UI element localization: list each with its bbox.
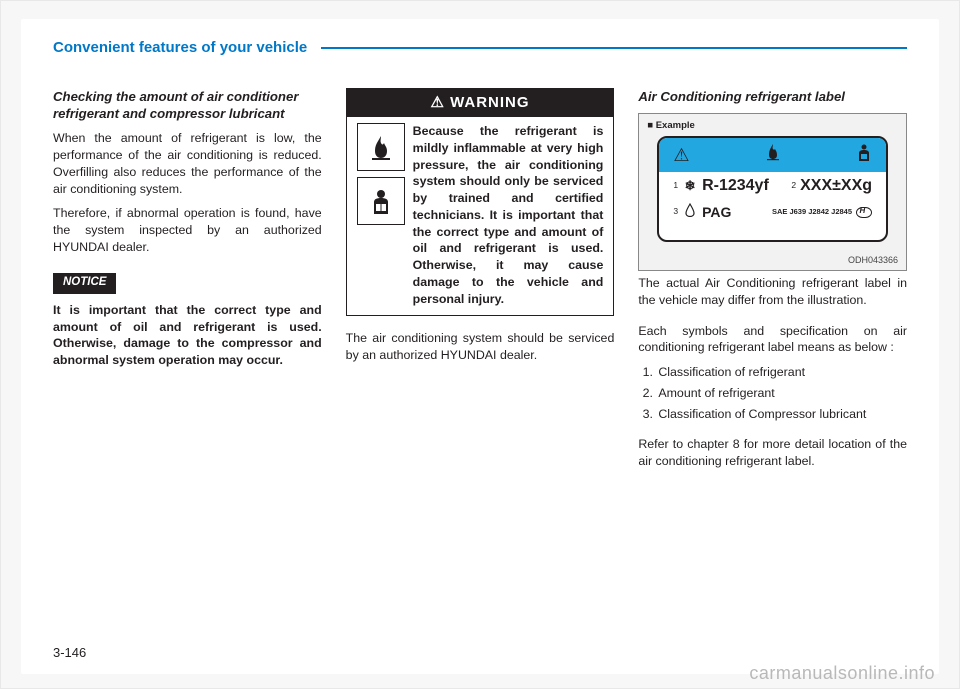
header-rule <box>321 47 907 49</box>
col3-p3: Refer to chapter 8 for more detail locat… <box>638 436 907 469</box>
label-card-mid-row: 1 ❄ R-1234yf 2 XXX±XXg <box>659 172 886 200</box>
snowflake-icon: ❄ <box>682 177 698 195</box>
content-columns: Checking the amount of air conditioner r… <box>53 88 907 641</box>
label-card-bottom-row: 3 PAG SAE J639 J2842 J2845 <box>659 200 886 225</box>
warning-label: WARNING <box>450 94 530 111</box>
hyundai-logo-icon <box>856 207 872 218</box>
read-manual-small-icon <box>856 143 872 167</box>
col3-p1: The actual Air Conditioning refrigerant … <box>638 275 907 308</box>
page-number: 3-146 <box>53 645 907 660</box>
list-item: Classification of refrigerant <box>656 364 907 381</box>
col1-heading: Checking the amount of air conditioner r… <box>53 88 322 122</box>
read-manual-icon <box>357 177 405 225</box>
warning-alert-icon: ⚠ <box>430 94 444 111</box>
oil-drop-icon <box>682 203 698 222</box>
running-title: Convenient features of your vehicle <box>53 39 307 56</box>
col1-p1: When the amount of refrigerant is low, t… <box>53 130 322 197</box>
notice-tag: NOTICE <box>53 273 116 294</box>
warning-triangle-icon: ⚠ <box>673 143 689 167</box>
page-container: Convenient features of your vehicle Chec… <box>0 0 960 689</box>
warning-box: ⚠ WARNING Because the refrigerant <box>346 88 615 316</box>
running-header: Convenient features of your vehicle <box>53 39 907 56</box>
callout-1: 1 <box>673 180 678 191</box>
sae-standard: SAE J639 J2842 J2845 <box>772 207 852 217</box>
list-item: Classification of Compressor lubricant <box>656 406 907 423</box>
refrigerant-label-card: ⚠ 1 ❄ R-1234yf <box>657 136 888 242</box>
refrigerant-type: R-1234yf <box>702 175 769 197</box>
notice-text: It is important that the correct type an… <box>53 302 322 369</box>
figure-example-caption: ■ Example <box>647 120 694 133</box>
figure-reference: ODH043366 <box>848 254 898 266</box>
lubricant-type: PAG <box>702 203 731 222</box>
warning-body: Because the refrigerant is mildly inflam… <box>357 123 604 307</box>
column-2: ⚠ WARNING Because the refrigerant <box>346 88 615 641</box>
label-card-top-row: ⚠ <box>659 138 886 172</box>
warning-header: ⚠ WARNING <box>347 89 614 117</box>
col3-heading: Air Conditioning refrigerant label <box>638 88 907 105</box>
flammable-icon <box>357 123 405 171</box>
page: Convenient features of your vehicle Chec… <box>21 19 939 674</box>
flame-icon <box>764 143 782 167</box>
warning-text: Because the refrigerant is mildly inflam… <box>413 123 604 307</box>
callout-2: 2 <box>791 180 796 191</box>
label-meaning-list: Classification of refrigerant Amount of … <box>638 364 907 422</box>
callout-3: 3 <box>673 206 678 217</box>
col3-p2: Each symbols and specification on air co… <box>638 323 907 356</box>
warning-icon-column <box>357 123 405 307</box>
refrigerant-label-figure: ■ Example ⚠ <box>638 113 907 271</box>
watermark: carmanualsonline.info <box>749 663 935 684</box>
col2-p-after: The air conditioning system should be se… <box>346 330 615 363</box>
list-item: Amount of refrigerant <box>656 385 907 402</box>
col1-p2: Therefore, if abnormal operation is foun… <box>53 205 322 255</box>
column-1: Checking the amount of air conditioner r… <box>53 88 322 641</box>
column-3: Air Conditioning refrigerant label ■ Exa… <box>638 88 907 641</box>
refrigerant-amount: XXX±XXg <box>800 175 872 197</box>
